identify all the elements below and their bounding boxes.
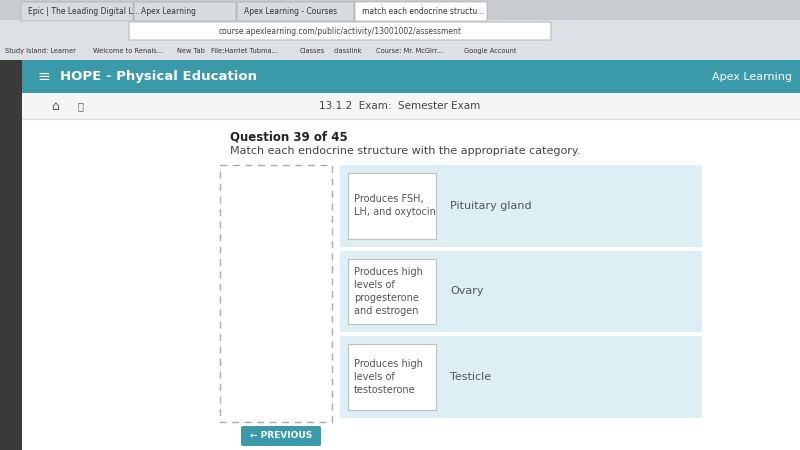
Bar (0, 60, 22, 450)
Text: HOPE - Physical Education: HOPE - Physical Education (60, 70, 257, 83)
Text: Welcome to Renais...: Welcome to Renais... (93, 48, 163, 54)
Text: Produces high
levels of
progesterone
and estrogen: Produces high levels of progesterone and… (354, 267, 423, 316)
Bar (0, 0, 800, 20)
Text: 13.1.2  Exam:  Semester Exam: 13.1.2 Exam: Semester Exam (319, 101, 481, 111)
Text: classlink: classlink (334, 48, 362, 54)
Text: Classes: Classes (299, 48, 325, 54)
Text: New Tab: New Tab (177, 48, 205, 54)
Bar (0, 20, 800, 42)
Text: Ovary: Ovary (450, 287, 483, 297)
Text: ≡: ≡ (38, 69, 50, 84)
Text: course.apexlearning.com/public/activity/13001002/assessment: course.apexlearning.com/public/activity/… (218, 27, 462, 36)
Text: Question 39 of 45: Question 39 of 45 (230, 131, 348, 144)
FancyBboxPatch shape (237, 2, 354, 21)
Bar (22, 119, 800, 450)
Text: Google Account: Google Account (464, 48, 516, 54)
Text: Course: Mr. McGirr...: Course: Mr. McGirr... (376, 48, 443, 54)
Bar (22, 93, 800, 119)
FancyBboxPatch shape (348, 173, 436, 238)
Bar (340, 336, 702, 418)
Text: ← PREVIOUS: ← PREVIOUS (250, 432, 312, 441)
Text: ⌂: ⌂ (51, 99, 59, 112)
Bar (340, 251, 702, 333)
FancyBboxPatch shape (129, 22, 551, 40)
Text: 🗂: 🗂 (77, 101, 83, 111)
FancyBboxPatch shape (21, 2, 133, 21)
FancyBboxPatch shape (348, 259, 436, 324)
Text: Produces FSH,
LH, and oxytocin: Produces FSH, LH, and oxytocin (354, 194, 436, 217)
Text: match each endocrine structu...: match each endocrine structu... (362, 7, 484, 16)
FancyBboxPatch shape (348, 344, 436, 410)
FancyBboxPatch shape (355, 2, 487, 21)
FancyBboxPatch shape (134, 2, 236, 21)
Text: Apex Learning: Apex Learning (141, 7, 196, 16)
Text: Match each endocrine structure with the appropriate category.: Match each endocrine structure with the … (230, 146, 581, 156)
Bar (0, 42, 800, 60)
Text: Produces high
levels of
testosterone: Produces high levels of testosterone (354, 360, 423, 395)
Bar (22, 60, 800, 93)
FancyBboxPatch shape (220, 165, 332, 422)
Text: File:Harriet Tubma...: File:Harriet Tubma... (211, 48, 278, 54)
FancyBboxPatch shape (241, 426, 321, 446)
Text: Apex Learning: Apex Learning (712, 72, 792, 81)
Text: Apex Learning - Courses: Apex Learning - Courses (244, 7, 337, 16)
Text: Epic | The Leading Digital L...: Epic | The Leading Digital L... (28, 7, 140, 16)
Text: Testicle: Testicle (450, 372, 491, 382)
Text: Study Island: Learner: Study Island: Learner (5, 48, 76, 54)
Bar (340, 165, 702, 247)
Text: Pituitary gland: Pituitary gland (450, 201, 532, 211)
